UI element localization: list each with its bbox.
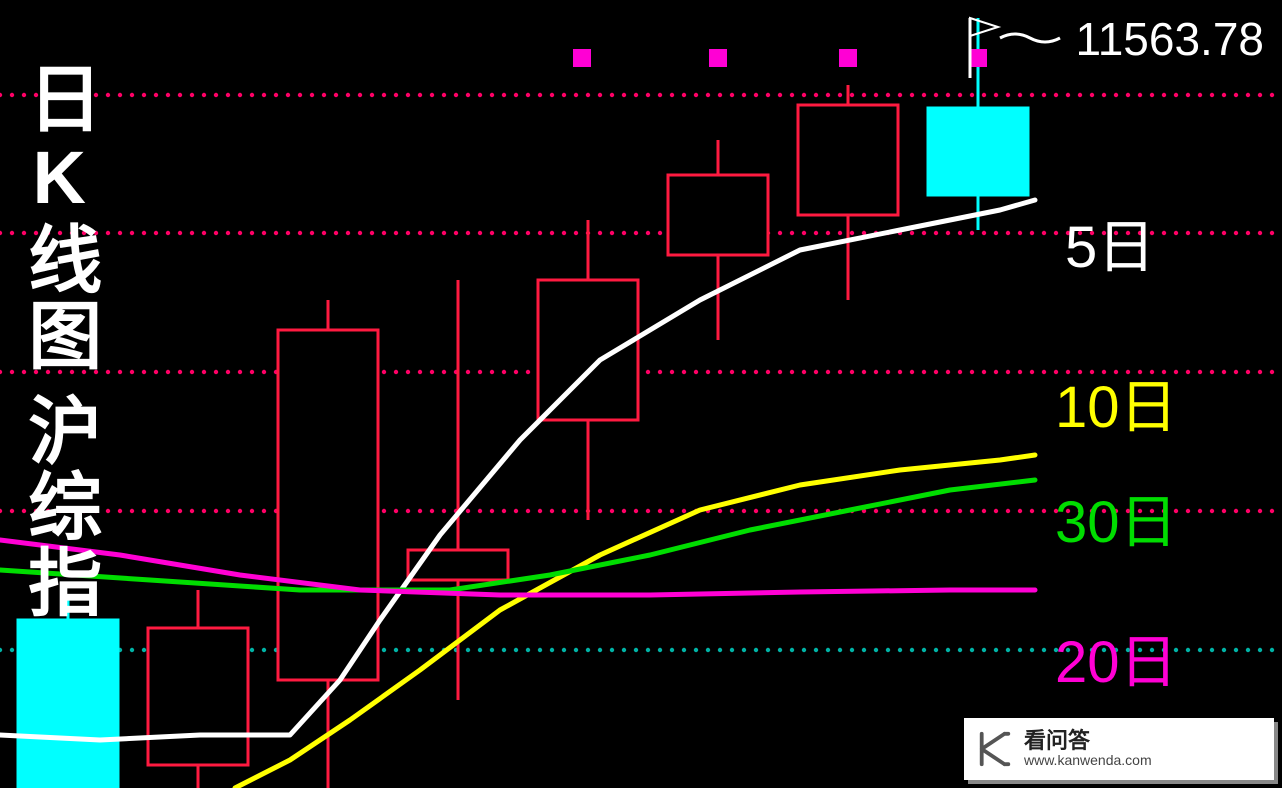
watermark-logo-icon <box>976 730 1014 768</box>
title-line-2: 日K线图 <box>20 60 98 373</box>
watermark-title: 看问答 <box>1024 729 1152 753</box>
watermark-text: 看问答 www.kanwenda.com <box>1024 729 1152 769</box>
watermark-url: www.kanwenda.com <box>1024 753 1152 768</box>
ma5-label: 5日 <box>1065 200 1155 284</box>
candlestick-chart: 11563.78 日K线图 沪综指 5日 10日 30日 20日 看问答 www… <box>0 0 1282 788</box>
chart-title: 日K线图 沪综指 <box>20 60 98 620</box>
ma30-label: 30日 <box>1055 475 1178 559</box>
title-line-1: 沪综指 <box>20 392 98 620</box>
price-value: 11563.78 <box>1076 12 1264 66</box>
watermark: 看问答 www.kanwenda.com <box>964 718 1274 780</box>
ma10-label: 10日 <box>1055 360 1178 444</box>
ma20-label: 20日 <box>1055 615 1178 699</box>
